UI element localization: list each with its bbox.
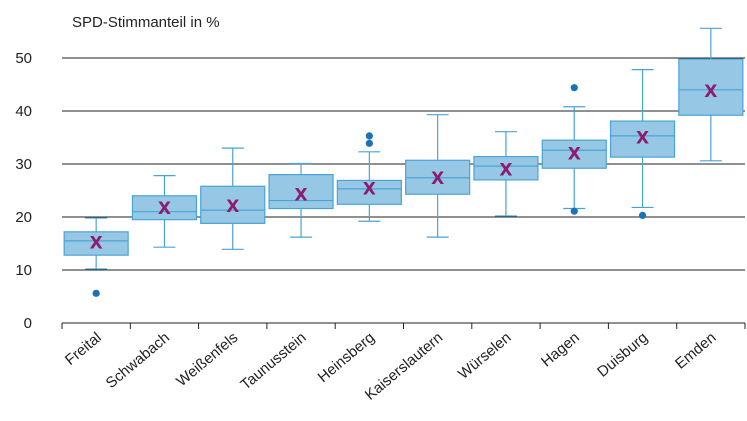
iqr-box [678, 58, 744, 116]
mean-marker: X [704, 82, 717, 102]
outlier-point [365, 139, 373, 147]
mean-marker: X [294, 186, 307, 206]
x-category-label: Würselen [455, 329, 514, 383]
outlier-point [570, 84, 578, 92]
mean-marker: X [158, 199, 171, 219]
box-4: X [268, 162, 334, 238]
box-8: X [541, 84, 607, 215]
iqr-box [131, 195, 198, 221]
x-category-label: Weißenfels [173, 329, 241, 390]
x-category-label: Heinsberg [315, 329, 378, 386]
x-category-label: Hagen [538, 329, 583, 370]
y-tick-label: 50 [15, 50, 32, 67]
y-tick-label: 10 [15, 262, 32, 279]
x-category-label: Freital [62, 329, 105, 369]
mean-marker: X [499, 160, 512, 180]
box-2: X [131, 175, 198, 248]
box-6: X [405, 114, 471, 238]
outlier-point [92, 289, 100, 297]
iqr-box [268, 174, 334, 210]
y-tick-label: 0 [24, 315, 32, 332]
mean-marker: X [568, 144, 581, 164]
iqr-box [336, 179, 402, 205]
y-tick-label: 20 [15, 209, 32, 226]
mean-marker: X [431, 169, 444, 189]
y-tick-labels: 0 10 20 30 40 50 [15, 50, 32, 332]
box-10: X [678, 27, 744, 162]
y-tick-label: 30 [15, 156, 32, 173]
mean-marker: X [363, 179, 376, 199]
mean-marker: X [226, 197, 239, 217]
box-9: X [609, 69, 676, 220]
box-7: X [473, 131, 539, 217]
x-category-label: Duisburg [594, 329, 651, 381]
iqr-box [63, 231, 129, 256]
iqr-box [609, 120, 676, 158]
outlier-point [638, 211, 647, 220]
y-axis-label: SPD-Stimmanteil in % [72, 14, 220, 31]
y-tick-label: 40 [15, 103, 32, 120]
iqr-box [473, 155, 539, 181]
box-1: X [63, 217, 129, 297]
box-3: X [200, 147, 266, 250]
boxes: X X X X X X X X X X [63, 27, 744, 297]
x-category-label: Emden [672, 329, 719, 373]
iqr-box [200, 185, 266, 224]
box-5: X [336, 132, 402, 222]
outlier-point [365, 132, 373, 140]
iqr-box [541, 139, 607, 169]
mean-marker: X [636, 129, 649, 149]
x-category-label: Taunusstein [237, 329, 309, 393]
mean-marker: X [90, 233, 103, 253]
x-category-label: Schwabach [103, 329, 173, 392]
outlier-point [570, 207, 578, 215]
